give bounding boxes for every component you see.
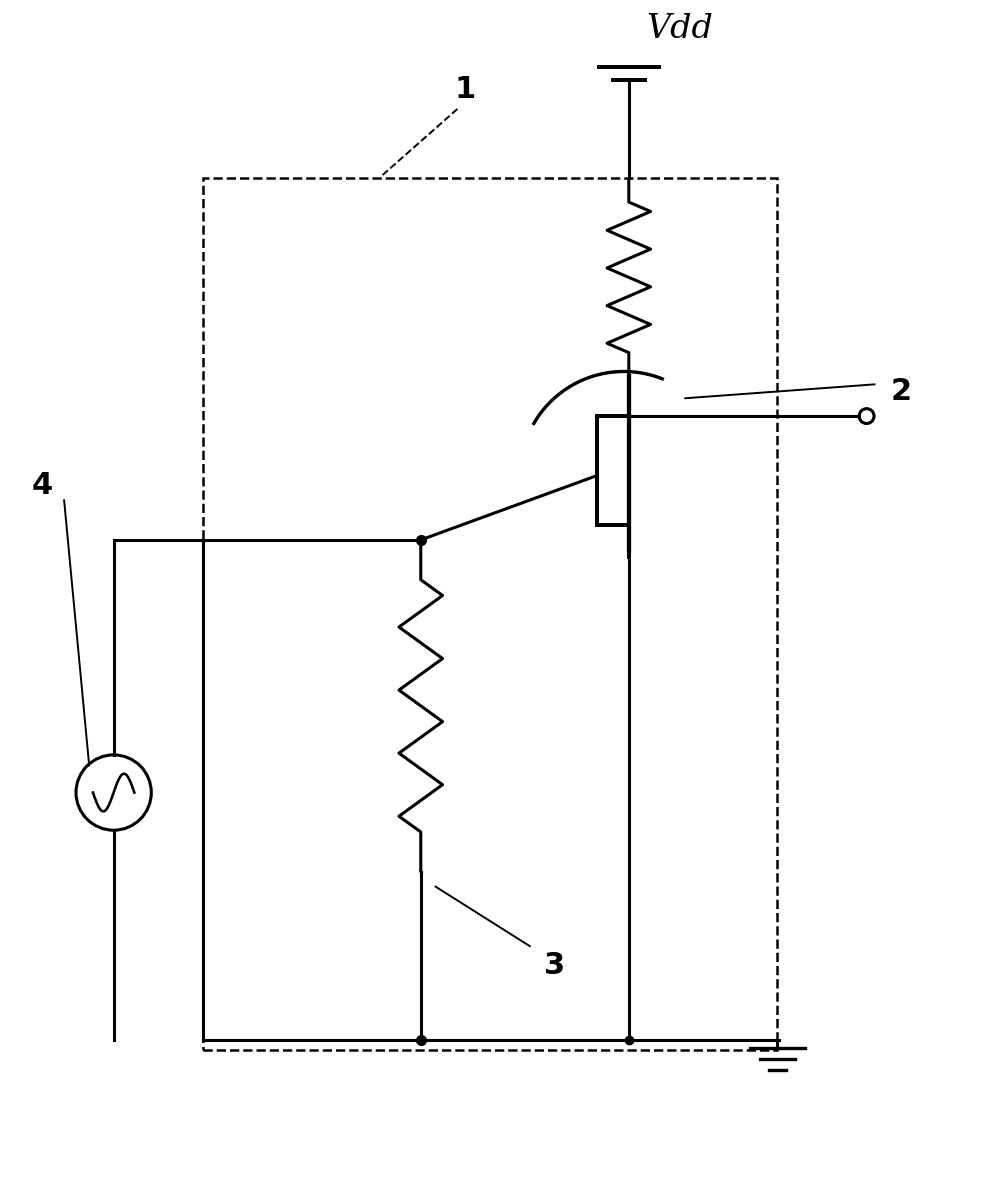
Text: Vdd: Vdd — [646, 13, 714, 44]
Text: 2: 2 — [890, 377, 912, 406]
Text: 3: 3 — [544, 952, 565, 981]
Text: 4: 4 — [32, 471, 53, 500]
Text: 1: 1 — [454, 75, 476, 104]
Bar — [203, 178, 778, 1050]
